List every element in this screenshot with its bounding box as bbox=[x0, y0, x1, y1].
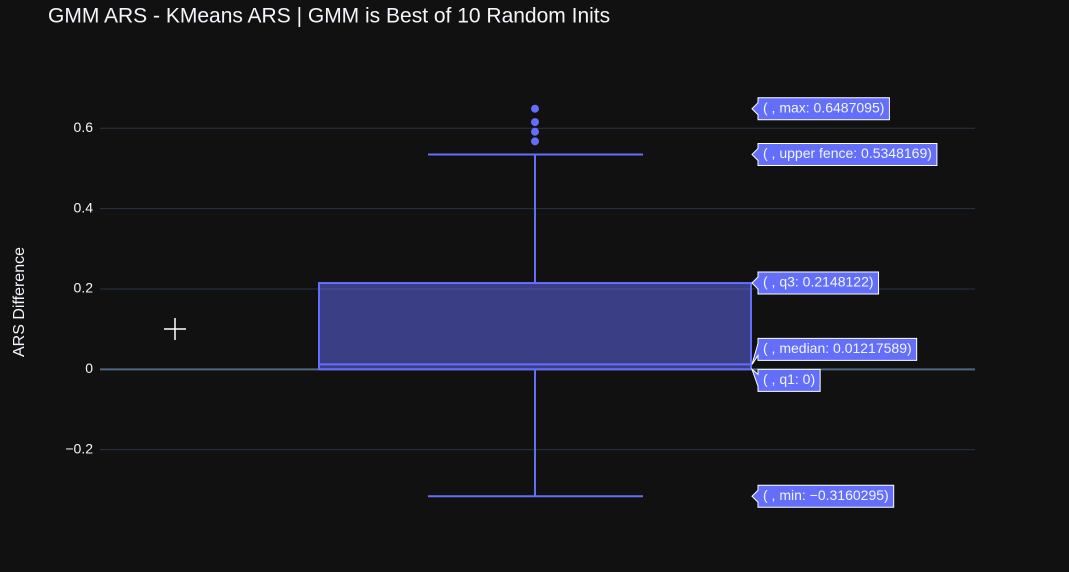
hover-label: ( , max: 0.6487095) bbox=[751, 97, 890, 121]
cursor bbox=[164, 318, 186, 340]
hover-label-text: ( , q1: 0) bbox=[763, 371, 815, 387]
chart-title: GMM ARS - KMeans ARS | GMM is Best of 10… bbox=[48, 5, 610, 28]
hover-label-text: ( , median: 0.01217589) bbox=[763, 340, 912, 356]
y-tick-label: −0.2 bbox=[65, 440, 93, 456]
hover-label-text: ( , min: −0.3160295) bbox=[763, 487, 889, 503]
y-tick-label: 0.6 bbox=[74, 119, 94, 135]
hover-label: ( , median: 0.01217589) bbox=[751, 337, 918, 365]
hover-label-box bbox=[751, 271, 880, 295]
box bbox=[318, 282, 752, 371]
y-tick-label: 0 bbox=[85, 360, 93, 376]
y-tick-label: 0.4 bbox=[74, 199, 94, 215]
outlier bbox=[531, 118, 539, 127]
outlier bbox=[531, 104, 539, 113]
hover-label-text: ( , upper fence: 0.5348169) bbox=[763, 145, 932, 161]
hover-label-box bbox=[751, 97, 890, 121]
hover-label-text: ( , q3: 0.2148122) bbox=[763, 274, 874, 290]
outlier bbox=[531, 137, 539, 146]
hover-label-box bbox=[750, 367, 821, 392]
y-tick-label: 0.2 bbox=[74, 280, 94, 296]
hover-label-text: ( , max: 0.6487095) bbox=[763, 99, 884, 115]
hover-label-box bbox=[751, 484, 895, 508]
y-axis-label: ARS Difference bbox=[11, 247, 28, 357]
hover-label-box bbox=[751, 337, 918, 365]
hover-label: ( , min: −0.3160295) bbox=[751, 484, 895, 508]
hover-label: ( , q1: 0) bbox=[750, 367, 821, 392]
outlier bbox=[531, 127, 539, 136]
hover-label: ( , q3: 0.2148122) bbox=[751, 271, 880, 295]
hover-label-box bbox=[751, 142, 938, 166]
hover-label: ( , upper fence: 0.5348169) bbox=[751, 142, 938, 166]
